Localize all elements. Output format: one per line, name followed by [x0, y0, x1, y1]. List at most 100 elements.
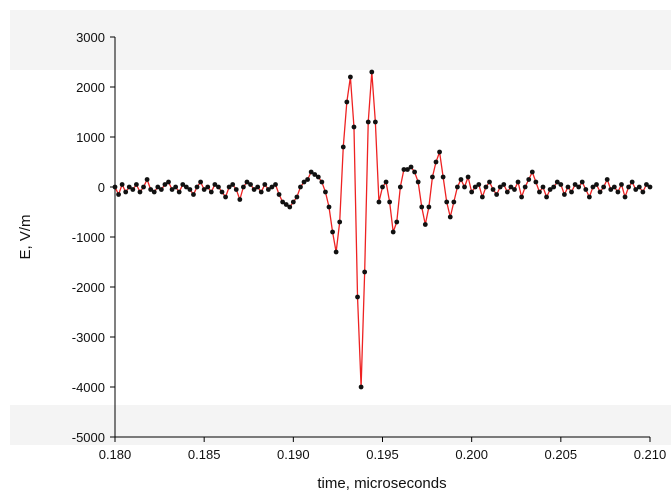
- data-point: [201, 187, 207, 192]
- data-point: [422, 222, 428, 227]
- data-point: [216, 184, 221, 190]
- data-point: [537, 189, 542, 195]
- data-point: [241, 184, 246, 190]
- data-point: [376, 199, 382, 205]
- data-point: [462, 184, 467, 190]
- data-point: [319, 179, 325, 185]
- data-point: [119, 182, 125, 187]
- data-point: [565, 184, 571, 190]
- data-point: [604, 177, 610, 182]
- data-point: [455, 184, 460, 190]
- data-point: [572, 182, 578, 187]
- data-point: [508, 184, 514, 190]
- data-point: [223, 194, 228, 200]
- data-point: [198, 179, 204, 185]
- data-point: [330, 229, 335, 235]
- data-point: [594, 182, 599, 187]
- data-point: [626, 184, 631, 190]
- data-point: [273, 182, 278, 187]
- data-point: [504, 189, 510, 195]
- band: [10, 10, 671, 70]
- data-point: [419, 204, 425, 210]
- data-point: [280, 199, 286, 205]
- y-tick-label: 2000: [76, 80, 105, 95]
- x-tick-label: 0.200: [455, 447, 488, 462]
- data-point: [494, 192, 500, 197]
- y-tick-label: -5000: [72, 430, 105, 445]
- data-point: [619, 182, 624, 187]
- data-point: [244, 179, 250, 185]
- data-line: [114, 71, 651, 388]
- data-point: [183, 184, 189, 190]
- data-point: [430, 174, 435, 180]
- data-point: [512, 187, 517, 192]
- data-point: [472, 184, 478, 190]
- data-point: [515, 179, 521, 185]
- data-point: [586, 194, 592, 200]
- x-tick-label: 0.195: [366, 447, 399, 462]
- data-point: [308, 169, 314, 175]
- data-point: [387, 199, 393, 205]
- data-point: [533, 179, 539, 185]
- data-point: [547, 187, 553, 192]
- data-point: [155, 184, 161, 190]
- data-point: [487, 179, 492, 185]
- data-point: [258, 189, 264, 195]
- y-tick-label: 1000: [76, 130, 105, 145]
- data-point: [644, 182, 649, 187]
- data-point: [590, 184, 596, 190]
- data-point: [144, 177, 150, 182]
- data-point: [622, 194, 628, 200]
- data-point: [569, 189, 574, 195]
- data-point: [176, 189, 182, 195]
- data-point: [519, 194, 524, 200]
- data-point: [194, 184, 200, 190]
- data-point: [323, 189, 328, 195]
- data-point: [265, 187, 271, 192]
- data-point: [162, 182, 168, 187]
- data-point: [137, 189, 143, 195]
- data-point: [112, 184, 118, 190]
- data-point: [476, 182, 482, 187]
- data-point: [601, 184, 607, 190]
- data-point: [497, 184, 503, 190]
- data-point: [401, 167, 407, 172]
- data-point: [123, 189, 129, 195]
- data-point: [562, 192, 567, 197]
- data-point: [340, 144, 346, 150]
- data-point: [522, 184, 528, 190]
- data-point: [276, 192, 282, 197]
- data-point: [130, 187, 136, 192]
- data-point: [397, 184, 403, 190]
- y-tick-label: -1000: [72, 230, 105, 245]
- data-point: [437, 149, 442, 155]
- data-point: [369, 69, 375, 75]
- data-point: [355, 294, 360, 300]
- x-tick-label: 0.210: [634, 447, 667, 462]
- data-point: [351, 124, 357, 130]
- data-point: [230, 182, 236, 187]
- data-point: [394, 219, 400, 225]
- data-point: [283, 202, 289, 207]
- data-point: [615, 189, 621, 195]
- data-point: [640, 189, 646, 195]
- y-tick-label: -4000: [72, 380, 105, 395]
- data-point: [408, 164, 414, 170]
- data-point: [251, 187, 257, 192]
- y-tick-label: 3000: [76, 30, 105, 45]
- data-point: [262, 182, 268, 187]
- data-point: [298, 184, 303, 190]
- data-point: [447, 214, 453, 220]
- data-point: [576, 184, 582, 190]
- x-tick-label: 0.185: [188, 447, 221, 462]
- data-point: [326, 204, 332, 210]
- data-point: [365, 119, 371, 125]
- data-point: [372, 119, 378, 125]
- data-point: [290, 199, 296, 205]
- data-point: [205, 184, 211, 190]
- data-point: [490, 187, 496, 192]
- data-point: [529, 169, 535, 175]
- x-tick-label: 0.190: [277, 447, 310, 462]
- data-point: [583, 187, 589, 192]
- data-point: [301, 179, 307, 185]
